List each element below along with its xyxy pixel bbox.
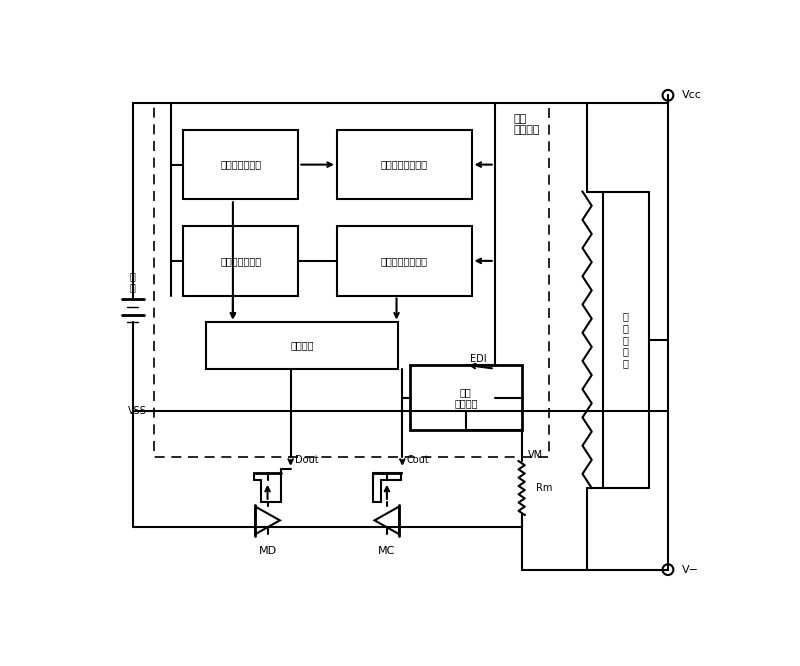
Text: 顺
充
电
电
路: 顺 充 电 电 路: [622, 312, 629, 368]
Text: 过充电检测电路: 过充电检测电路: [220, 160, 261, 170]
Bar: [183, 130, 298, 199]
Bar: [183, 226, 298, 296]
Text: Rm: Rm: [535, 483, 552, 493]
Text: Vcc: Vcc: [682, 91, 702, 101]
Text: 放电过流检测电路: 放电过流检测电路: [381, 256, 428, 266]
Bar: [337, 226, 472, 296]
Text: 控制电路: 控制电路: [290, 340, 314, 350]
Text: EDI: EDI: [470, 354, 486, 364]
Text: 电
池: 电 池: [130, 271, 136, 292]
Bar: [602, 192, 649, 488]
Bar: [154, 103, 549, 458]
Bar: [410, 365, 522, 430]
Text: V−: V−: [682, 565, 699, 575]
Text: VM: VM: [528, 450, 543, 460]
Text: 充电过流检测电路: 充电过流检测电路: [381, 160, 428, 170]
Text: Cout: Cout: [406, 456, 429, 466]
Text: VSS: VSS: [128, 406, 146, 416]
Text: 恢复
驱动电路: 恢复 驱动电路: [454, 387, 478, 408]
Text: MC: MC: [378, 546, 395, 556]
Bar: [206, 322, 398, 369]
Text: MD: MD: [258, 546, 277, 556]
Bar: [337, 130, 472, 199]
Text: 过放电检测电路: 过放电检测电路: [220, 256, 261, 266]
Text: Dout: Dout: [294, 456, 318, 466]
Text: 电池
保护电路: 电池 保护电路: [514, 114, 541, 135]
